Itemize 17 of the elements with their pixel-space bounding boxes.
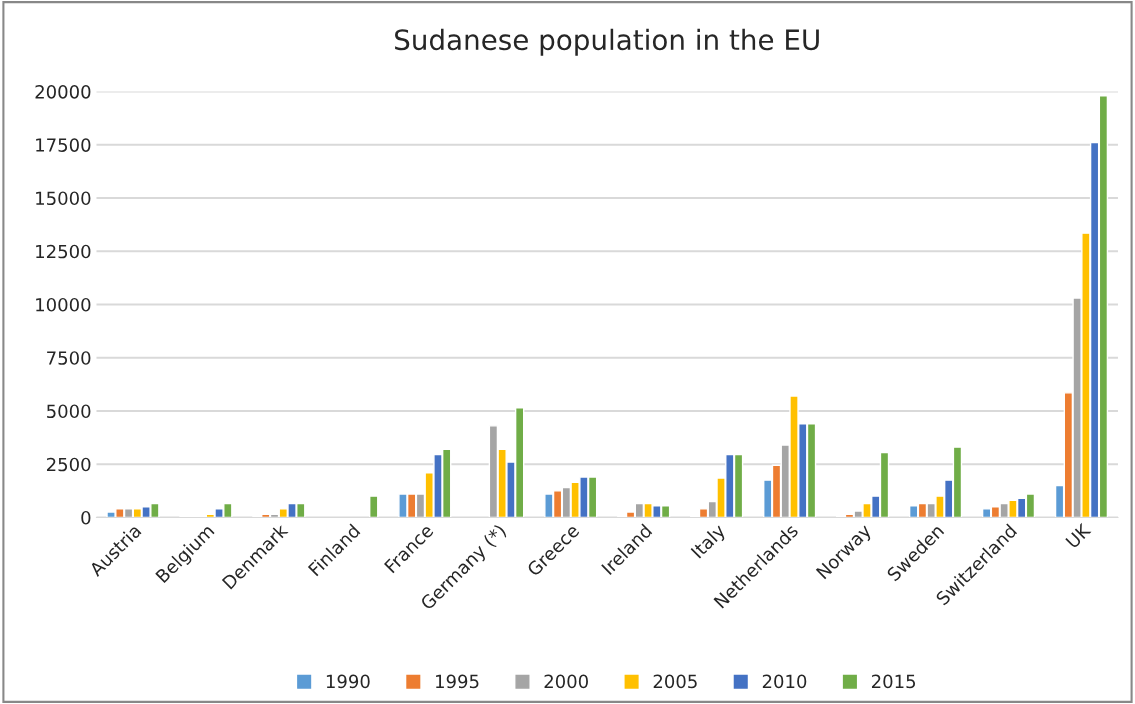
y-tick-label: 7500 — [47, 351, 91, 365]
y-tick-label: 5000 — [47, 404, 91, 419]
y-tick-label: 0 — [81, 510, 91, 525]
y-tick-label: 12500 — [36, 244, 91, 259]
y-tick-label: 10000 — [36, 297, 91, 312]
y-tick-label: 2500 — [46, 457, 91, 472]
legend-label: 2005 — [653, 674, 697, 689]
x-tick-label: UK — [1065, 522, 1092, 549]
legend-label: 2000 — [544, 674, 588, 689]
y-tick-label: 20000 — [35, 84, 91, 99]
y-tick-label: 17500 — [36, 138, 91, 152]
legend-label: 1995 — [436, 674, 479, 689]
chart-title: Sudanese population in the EU — [395, 28, 819, 56]
legend-label: 2015 — [871, 674, 916, 689]
legend-label: 2010 — [762, 674, 807, 689]
y-tick-label: 15000 — [36, 191, 91, 206]
legend-label: 1990 — [326, 674, 370, 689]
